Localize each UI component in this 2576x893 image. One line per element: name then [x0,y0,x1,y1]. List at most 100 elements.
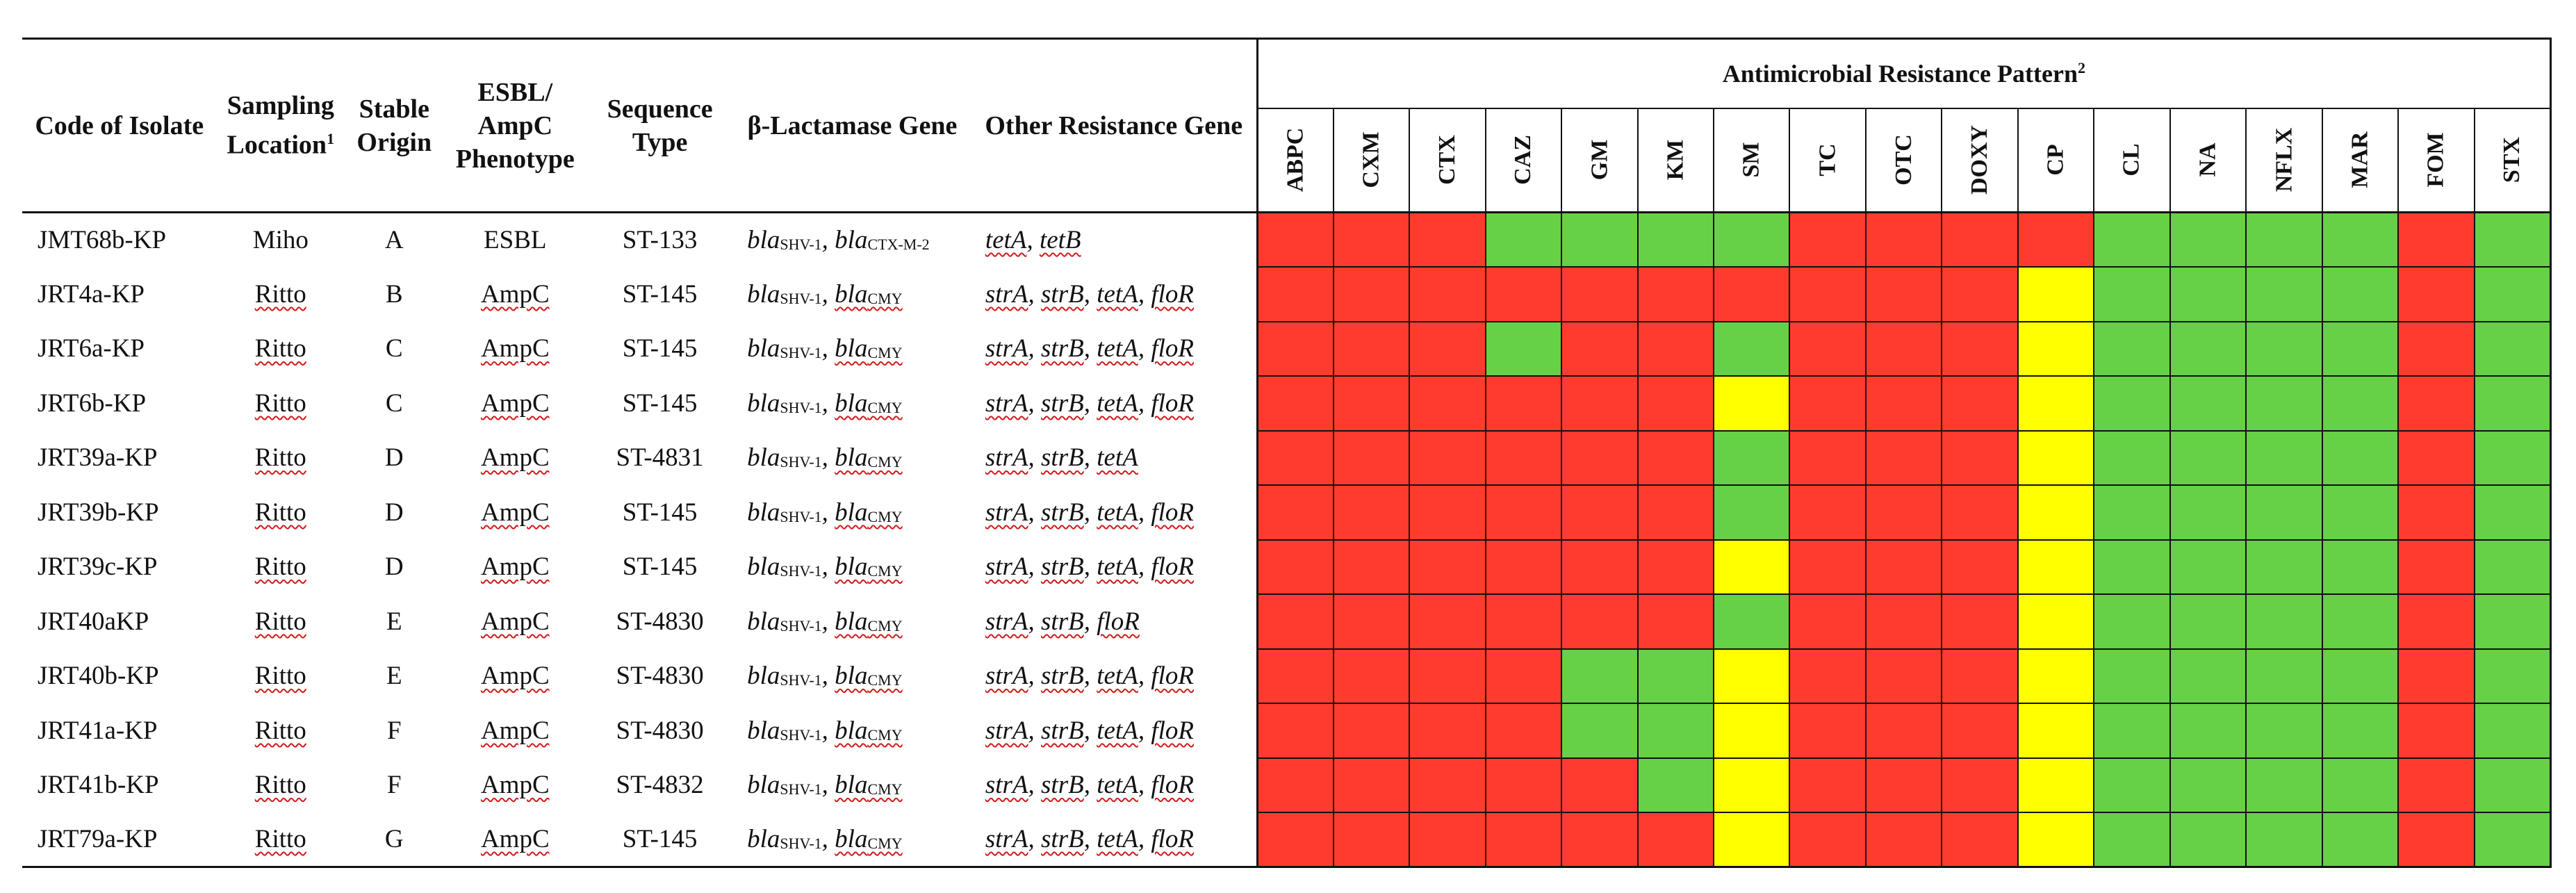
gene-variant: SHV-1 [780,562,822,580]
resistance-gene: strA [985,279,1028,309]
resistance-cell-otc [1864,429,1943,486]
resistance-cell-fom [2397,320,2475,377]
drug-header-na: NA [2169,107,2247,213]
resistance-cell-caz [1484,484,1563,541]
resistance-cell-otc [1864,812,1943,868]
table-row: JRT41a-KP Ritto F AmpC ST-4830 blaSHV-1, blaC… [22,703,2552,759]
resistance-cell-sm [1712,812,1791,868]
resistance-cell-ctx [1409,757,1486,813]
beta-lactamase-genes: blaSHV-1, blaCMY [747,607,903,636]
resistance-cell-na [2169,757,2247,813]
resistance-cell-cxm [1332,757,1411,813]
sequence-type: ST-4832 [616,771,704,800]
resistance-cell-na [2169,266,2247,322]
resistance-cell-caz [1484,703,1563,759]
resistance-cell-gm [1561,539,1639,595]
phenotype-text: AmpC [480,279,550,309]
resistance-cell-tc [1789,648,1867,704]
resistance-cell-ctx [1409,484,1486,541]
resistance-cell-mar [2321,648,2399,704]
other-resistance-genes: strA, strB, tetA, floR [985,498,1194,527]
other-resistance-genes: strA, strB, tetA, floR [985,716,1194,745]
header-beta-lactamase: β-Lactamase Gene [733,38,971,213]
resistance-gene: strB [1041,716,1084,745]
resistance-gene: tetA [1097,716,1138,745]
resistance-cell-cp [2017,757,2095,813]
resistance-cell-sm [1712,539,1791,595]
resistance-cell-tc [1789,375,1867,432]
resistance-cell-gm [1561,648,1639,704]
table-row: JRT39c-KP Ritto D AmpC ST-145 blaSHV-1, blaCM… [22,539,2552,595]
resistance-cell-abpc [1256,812,1334,868]
resistance-cell-sm [1712,375,1791,432]
resistance-gene: strA [985,662,1028,691]
resistance-gene: tetA [985,226,1027,254]
resistance-cell-abpc [1256,429,1334,486]
resistance-gene: tetA [1097,552,1138,582]
resistance-cell-cxm [1332,320,1411,377]
resistance-cell-abpc [1256,484,1334,541]
sampling-location: Ritto [217,649,345,704]
resistance-gene: strA [985,825,1028,853]
gene-variant: CMY [867,616,903,634]
drug-header-cxm: CXM [1332,107,1411,213]
gene-variant: SHV-1 [780,453,822,471]
resistance-cell-cl [2093,375,2171,432]
resistance-cell-otc [1864,703,1943,759]
resistance-cell-na [2169,539,2247,595]
resistance-gene: tetA [1097,279,1138,309]
resistance-cell-tc [1789,539,1867,595]
resistance-cell-mar [2321,703,2399,759]
resistance-cell-cp [2017,648,2095,704]
resistance-gene: strB [1041,825,1084,853]
resistance-cell-doxy [1941,375,2019,432]
sequence-type: ST-4830 [616,662,704,691]
resistance-cell-km [1636,648,1715,704]
beta-lactamase-genes: blaSHV-1, blaCMY [747,388,903,418]
table-row: JRT4a-KP Ritto B AmpC ST-145 blaSHV-1, blaCMY… [22,266,2552,322]
gene-name: blaCMY [835,334,903,363]
drug-header-stx: STX [2473,107,2552,213]
resistance-cell-cp [2017,375,2095,432]
resistance-gene: strA [985,552,1028,582]
resistance-cell-cxm [1332,648,1411,704]
gene-name: blaCMY [835,716,903,745]
sequence-type: ST-4830 [616,716,704,745]
isolate-code: JRT6b-KP [38,388,147,418]
resistance-cell-fom [2397,648,2475,704]
resistance-gene: floR [1151,825,1194,853]
phenotype-text: AmpC [480,825,550,853]
sampling-location: Ritto [217,703,345,758]
resistance-cell-km [1636,593,1715,650]
resistance-cell-cxm [1332,211,1411,268]
resistance-cell-abpc [1256,320,1334,377]
location-text: Ritto [254,498,306,527]
resistance-cell-nflx [2245,703,2323,759]
gene-variant: CMY [867,398,903,416]
location-text: Ritto [254,334,306,363]
resistance-cell-otc [1864,484,1943,541]
header-other-resistance: Other Resistance Gene [971,38,1258,213]
gene-variant: SHV-1 [780,507,822,525]
resistance-gene: strB [1041,771,1084,800]
resistance-gene: strB [1041,552,1084,582]
isolate-code: JRT40b-KP [38,662,159,691]
resistance-cell-sm [1712,266,1791,322]
drug-label: MAR [2347,131,2373,188]
table-row: JRT41b-KP Ritto F AmpC ST-4832 blaSHV-1, blaC… [22,757,2552,813]
resistance-cell-cp [2017,593,2095,650]
phenotype-text: AmpC [480,498,550,527]
stable-origin: E [386,662,402,691]
resistance-cell-mar [2321,812,2399,868]
drug-header-caz: CAZ [1484,107,1563,213]
resistance-cell-cl [2093,539,2171,595]
isolate-code: JRT41b-KP [38,771,159,800]
resistance-gene: floR [1151,771,1194,800]
resistance-cell-cl [2093,703,2171,759]
isolate-code: JRT4a-KP [38,279,145,309]
gene-name: blaSHV-1 [747,771,822,800]
resistance-cell-km [1636,539,1715,595]
drug-header-gm: GM [1561,107,1639,213]
isolate-code: JMT68b-KP [38,226,167,254]
phenotype: ESBL [484,226,547,254]
